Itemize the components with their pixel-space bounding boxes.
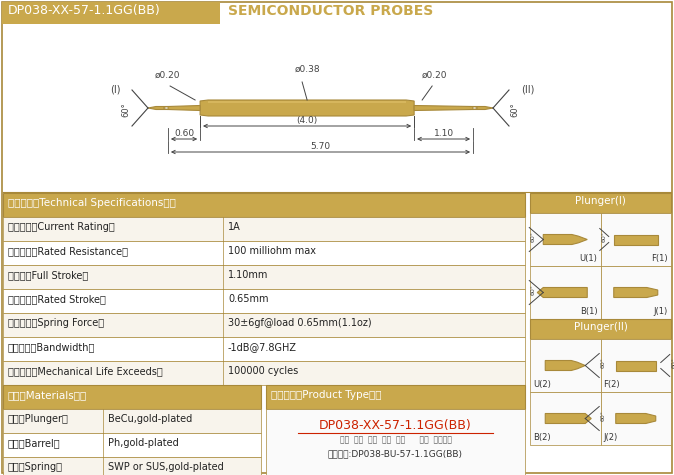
Text: Ph,gold-plated: Ph,gold-plated bbox=[108, 438, 179, 448]
Text: SEMICONDUCTOR PROBES: SEMICONDUCTOR PROBES bbox=[228, 4, 433, 18]
FancyBboxPatch shape bbox=[530, 319, 671, 339]
Text: 60°: 60° bbox=[510, 103, 520, 117]
Text: 1.10: 1.10 bbox=[433, 129, 454, 138]
Text: DP038-XX-57-1.1GG(BB): DP038-XX-57-1.1GG(BB) bbox=[8, 4, 161, 17]
Text: 1A: 1A bbox=[228, 222, 241, 232]
Text: 100000 cycles: 100000 cycles bbox=[228, 366, 299, 376]
Text: 100 milliohm max: 100 milliohm max bbox=[228, 246, 316, 256]
Text: 60°: 60° bbox=[530, 231, 536, 242]
Text: 30±6gf@load 0.65mm(1.1oz): 30±6gf@load 0.65mm(1.1oz) bbox=[228, 318, 371, 328]
Text: F(2): F(2) bbox=[603, 380, 620, 389]
Text: 60°: 60° bbox=[671, 358, 674, 369]
Text: Plunger(II): Plunger(II) bbox=[574, 322, 627, 332]
FancyBboxPatch shape bbox=[3, 217, 525, 241]
Text: 额定弹力（Spring Force）: 额定弹力（Spring Force） bbox=[8, 318, 104, 328]
Text: 订购举例:DP038-BU-57-1.1GG(BB): 订购举例:DP038-BU-57-1.1GG(BB) bbox=[328, 449, 463, 458]
FancyBboxPatch shape bbox=[530, 339, 601, 392]
Text: 额定电流（Current Rating）: 额定电流（Current Rating） bbox=[8, 222, 115, 232]
Text: 弹簧（Spring）: 弹簧（Spring） bbox=[8, 462, 63, 472]
FancyBboxPatch shape bbox=[266, 409, 525, 475]
FancyBboxPatch shape bbox=[3, 385, 261, 409]
Text: (4.0): (4.0) bbox=[297, 116, 317, 125]
Text: ø0.20: ø0.20 bbox=[422, 71, 448, 80]
Text: Plunger(I): Plunger(I) bbox=[575, 196, 626, 206]
Text: 针头（Plunger）: 针头（Plunger） bbox=[8, 414, 69, 424]
Text: 60°: 60° bbox=[601, 410, 606, 421]
Text: 额定电阻（Rated Resistance）: 额定电阻（Rated Resistance） bbox=[8, 246, 128, 256]
FancyBboxPatch shape bbox=[530, 392, 601, 445]
Text: 1.10mm: 1.10mm bbox=[228, 270, 268, 280]
FancyBboxPatch shape bbox=[3, 313, 525, 337]
Text: U(1): U(1) bbox=[580, 254, 597, 263]
FancyBboxPatch shape bbox=[3, 241, 525, 265]
FancyBboxPatch shape bbox=[3, 337, 525, 361]
Text: 成品型号（Product Type）：: 成品型号（Product Type）： bbox=[271, 390, 381, 400]
Polygon shape bbox=[545, 414, 591, 424]
Text: 技术要求（Technical Specifications）：: 技术要求（Technical Specifications）： bbox=[8, 198, 176, 208]
FancyBboxPatch shape bbox=[530, 266, 601, 319]
Polygon shape bbox=[614, 287, 658, 297]
FancyBboxPatch shape bbox=[3, 433, 261, 457]
Text: 额定行程（Rated Stroke）: 额定行程（Rated Stroke） bbox=[8, 294, 106, 304]
Polygon shape bbox=[545, 361, 585, 370]
Text: 针管（Barrel）: 针管（Barrel） bbox=[8, 438, 61, 448]
Text: 频率带宽（Bandwidth）: 频率带宽（Bandwidth） bbox=[8, 342, 96, 352]
Text: 0.65mm: 0.65mm bbox=[228, 294, 268, 304]
Text: J(2): J(2) bbox=[603, 433, 618, 442]
Polygon shape bbox=[616, 414, 656, 424]
Text: U(2): U(2) bbox=[533, 380, 551, 389]
Text: 0.60: 0.60 bbox=[174, 129, 194, 138]
Text: -1dB@7.8GHZ: -1dB@7.8GHZ bbox=[228, 342, 297, 352]
Text: 5.70: 5.70 bbox=[311, 142, 330, 151]
Polygon shape bbox=[200, 100, 414, 116]
FancyBboxPatch shape bbox=[3, 289, 525, 313]
FancyBboxPatch shape bbox=[601, 339, 671, 392]
Polygon shape bbox=[168, 105, 200, 111]
Polygon shape bbox=[414, 105, 473, 111]
FancyBboxPatch shape bbox=[530, 193, 671, 213]
FancyBboxPatch shape bbox=[3, 409, 261, 433]
FancyBboxPatch shape bbox=[3, 193, 525, 217]
Text: 60°: 60° bbox=[601, 231, 606, 242]
Polygon shape bbox=[537, 287, 587, 297]
FancyBboxPatch shape bbox=[3, 265, 525, 289]
Polygon shape bbox=[616, 361, 656, 370]
FancyBboxPatch shape bbox=[601, 392, 671, 445]
Text: 系列  规格  头型  总长  弹力      镀金  针头材质: 系列 规格 头型 总长 弹力 镀金 针头材质 bbox=[340, 435, 452, 444]
FancyBboxPatch shape bbox=[2, 2, 220, 24]
Text: J(1): J(1) bbox=[654, 307, 668, 316]
Text: BeCu,gold-plated: BeCu,gold-plated bbox=[108, 414, 192, 424]
FancyBboxPatch shape bbox=[601, 266, 671, 319]
FancyBboxPatch shape bbox=[266, 385, 525, 409]
Text: 测试寿命（Mechanical Life Exceeds）: 测试寿命（Mechanical Life Exceeds） bbox=[8, 366, 162, 376]
Text: (II): (II) bbox=[521, 85, 534, 95]
Text: (I): (I) bbox=[110, 85, 121, 95]
Polygon shape bbox=[473, 106, 493, 110]
Text: B(1): B(1) bbox=[580, 307, 597, 316]
Text: SWP or SUS,gold-plated: SWP or SUS,gold-plated bbox=[108, 462, 224, 472]
Polygon shape bbox=[148, 106, 168, 110]
Polygon shape bbox=[614, 235, 658, 245]
FancyBboxPatch shape bbox=[3, 457, 261, 475]
Text: 60°: 60° bbox=[530, 285, 536, 295]
FancyBboxPatch shape bbox=[3, 361, 525, 385]
Text: ø0.38: ø0.38 bbox=[295, 65, 321, 74]
Text: ø0.20: ø0.20 bbox=[155, 71, 181, 80]
Polygon shape bbox=[543, 235, 587, 245]
Text: 60°: 60° bbox=[601, 358, 606, 369]
Text: 60°: 60° bbox=[121, 103, 131, 117]
Text: DP038-XX-57-1.1GG(BB): DP038-XX-57-1.1GG(BB) bbox=[319, 419, 472, 432]
Text: F(1): F(1) bbox=[651, 254, 668, 263]
FancyBboxPatch shape bbox=[530, 213, 601, 266]
FancyBboxPatch shape bbox=[601, 213, 671, 266]
Text: 材质（Materials）：: 材质（Materials）： bbox=[8, 390, 87, 400]
Polygon shape bbox=[208, 101, 406, 103]
Text: 满行程（Full Stroke）: 满行程（Full Stroke） bbox=[8, 270, 88, 280]
Text: B(2): B(2) bbox=[533, 433, 551, 442]
